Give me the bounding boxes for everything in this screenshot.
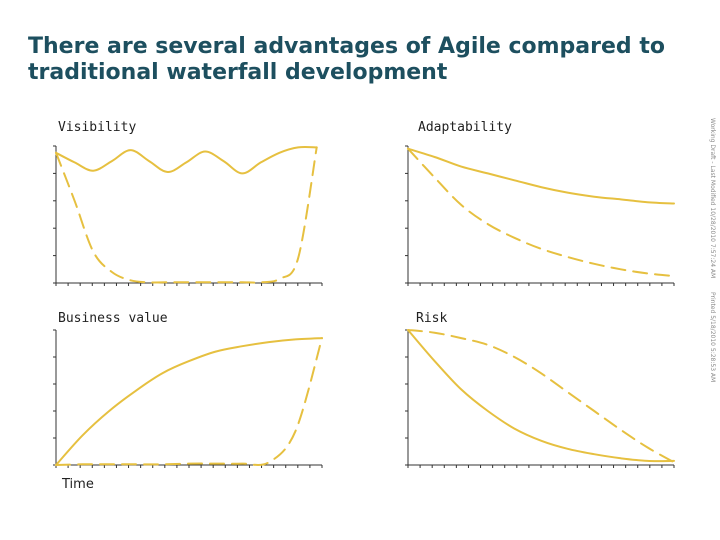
chart-title-visibility: Visibility	[58, 120, 137, 135]
chart-2-series-dashed	[55, 337, 323, 467]
chart-1-series-solid	[407, 147, 675, 205]
chart-0-series-solid	[55, 146, 318, 175]
chart-title-business-value: Business value	[58, 311, 168, 326]
chart-title-adaptability: Adaptability	[418, 120, 512, 135]
chart-2-series-solid	[55, 337, 323, 466]
chart-0-series-dashed	[55, 146, 318, 284]
chart-3-series-dashed	[407, 329, 675, 464]
page-title: There are several advantages of Agile co…	[28, 34, 665, 85]
chart-1-series-dashed	[407, 147, 675, 278]
chart-title-risk: Risk	[416, 311, 448, 326]
x-axis-label-time: Time	[62, 477, 94, 492]
chart-3-series-solid	[407, 329, 675, 463]
